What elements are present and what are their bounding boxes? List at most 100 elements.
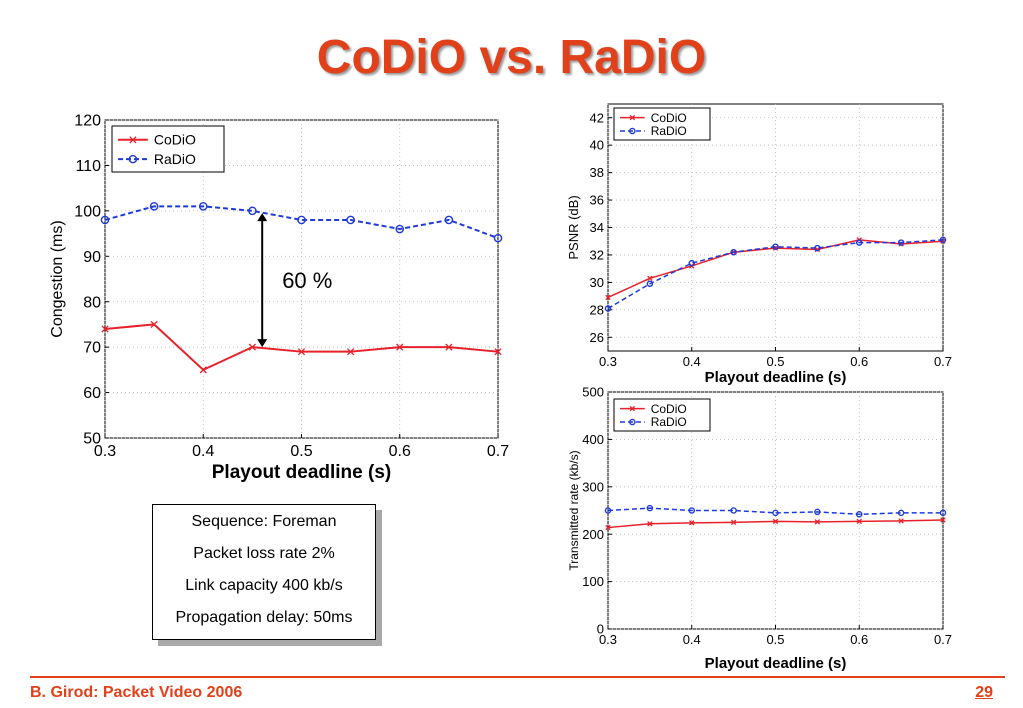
y-tick-label: 500 xyxy=(582,385,604,400)
legend-marker-codio xyxy=(629,114,636,121)
y-tick-label: 100 xyxy=(74,203,101,220)
page-number: 29 xyxy=(975,684,993,701)
legend-marker-radio xyxy=(128,154,138,164)
x-tick-label: 0.3 xyxy=(599,632,617,647)
y-axis-label: Transmitted rate (kb/s) xyxy=(567,450,581,570)
x-tick-label: 0.5 xyxy=(766,354,784,369)
data-point-codio xyxy=(445,343,453,351)
data-point-radio xyxy=(814,508,821,516)
data-point-codio xyxy=(898,518,904,524)
x-tick-label: 0.7 xyxy=(934,354,952,369)
data-point-codio xyxy=(297,348,306,356)
info-line-sequence: Sequence: Foreman xyxy=(191,513,337,530)
legend-box xyxy=(111,125,225,173)
y-tick-label: 42 xyxy=(590,110,604,125)
x-tick-label: 0.5 xyxy=(766,632,784,647)
data-point-radio xyxy=(100,215,110,225)
y-tick-label: 90 xyxy=(83,249,101,266)
y-tick-label: 80 xyxy=(83,294,101,311)
data-point-radio xyxy=(444,215,454,225)
data-point-radio xyxy=(395,224,405,234)
legend-box xyxy=(613,107,711,141)
data-point-radio xyxy=(730,507,737,514)
data-point-radio xyxy=(855,511,863,518)
legend-marker-radio xyxy=(629,127,636,135)
series-line-radio xyxy=(104,205,499,240)
plot-area xyxy=(607,103,944,352)
legend-label-radio: RaDiO xyxy=(154,151,196,167)
data-point-radio xyxy=(493,233,503,243)
psnr-chart: 26 28 30 32 34 36 38 40 42 0.3 0.4 0.5 0.6 0.7 Playout… xyxy=(566,103,952,386)
y-tick-label: 100 xyxy=(582,574,604,589)
data-point-codio xyxy=(856,518,862,525)
y-tick-label: 70 xyxy=(83,340,101,357)
data-point-radio xyxy=(688,507,696,514)
data-point-radio xyxy=(149,202,159,211)
y-tick-label: 26 xyxy=(590,330,604,345)
data-point-radio xyxy=(897,509,905,517)
y-tick-label: 400 xyxy=(582,432,604,447)
data-point-radio xyxy=(604,507,612,514)
data-point-codio xyxy=(248,343,256,351)
x-tick-label: 0.5 xyxy=(290,443,312,460)
data-point-codio xyxy=(150,320,158,329)
y-tick-label: 50 xyxy=(83,431,101,448)
data-point-codio xyxy=(605,524,611,531)
data-point-radio xyxy=(897,239,905,246)
congestion-chart: 50 60 70 80 90 100 110 120 0.3 0.4 0.5 0.6 0.7 Playou… xyxy=(49,113,509,483)
data-point-codio xyxy=(347,348,355,356)
series-line-radio xyxy=(607,239,944,310)
data-point-radio xyxy=(772,243,779,250)
data-point-codio xyxy=(814,519,821,525)
data-point-codio xyxy=(605,294,611,301)
y-tick-label: 300 xyxy=(582,479,604,494)
data-point-codio xyxy=(772,518,779,525)
simulation-parameters-box: Sequence: Foreman Packet loss rate 2% Li… xyxy=(152,504,376,640)
data-point-codio xyxy=(689,520,695,526)
data-point-codio xyxy=(494,348,502,356)
y-tick-label: 32 xyxy=(590,247,604,262)
y-axis-label: Congestion (ms) xyxy=(49,220,66,337)
x-tick-label: 0.6 xyxy=(850,354,868,369)
data-point-radio xyxy=(646,280,654,288)
y-tick-label: 0 xyxy=(597,622,604,637)
y-tick-label: 60 xyxy=(83,385,101,402)
y-tick-label: 110 xyxy=(75,158,101,175)
data-point-radio xyxy=(814,244,821,252)
y-tick-label: 38 xyxy=(590,165,604,180)
y-tick-label: 120 xyxy=(74,113,101,130)
y-tick-label: 40 xyxy=(590,138,604,153)
data-point-radio xyxy=(730,248,737,256)
transmitted-rate-chart: 0 100 200 300 400 500 0.3 0.4 0.5 0.6 0.7 Playout d… xyxy=(567,385,952,672)
x-tick-label: 0.6 xyxy=(389,443,411,460)
x-tick-label: 0.7 xyxy=(487,443,509,460)
x-tick-label: 0.4 xyxy=(683,354,701,369)
data-point-codio xyxy=(647,275,653,281)
y-tick-label: 28 xyxy=(590,302,604,317)
annotation-arrowhead-bottom xyxy=(257,339,268,348)
data-point-codio xyxy=(647,521,653,527)
data-point-codio xyxy=(101,325,109,333)
legend-label-codio: CoDiO xyxy=(651,111,687,125)
data-point-codio xyxy=(940,517,946,523)
data-point-radio xyxy=(855,239,863,246)
footer-author: B. Girod: Packet Video 2006 xyxy=(30,684,243,701)
x-axis-label: Playout deadline (s) xyxy=(705,369,847,386)
y-axis-label: PSNR (dB) xyxy=(566,195,581,259)
data-point-radio xyxy=(772,509,779,517)
data-point-radio xyxy=(939,236,947,244)
data-point-codio xyxy=(199,366,207,374)
data-point-codio xyxy=(396,343,404,351)
slide-title: CoDiO vs. RaDiO xyxy=(316,31,707,84)
legend-box xyxy=(613,398,711,432)
y-tick-label: 30 xyxy=(590,275,604,290)
data-point-radio xyxy=(604,305,612,312)
x-tick-label: 0.3 xyxy=(94,443,116,460)
data-point-radio xyxy=(346,215,355,225)
data-point-radio xyxy=(939,509,947,517)
annotation-arrowhead-top xyxy=(257,213,268,222)
data-point-codio xyxy=(730,519,737,526)
legend-marker-codio xyxy=(629,405,636,412)
info-line-loss-rate: Packet loss rate 2% xyxy=(193,545,335,562)
x-tick-label: 0.6 xyxy=(850,632,868,647)
